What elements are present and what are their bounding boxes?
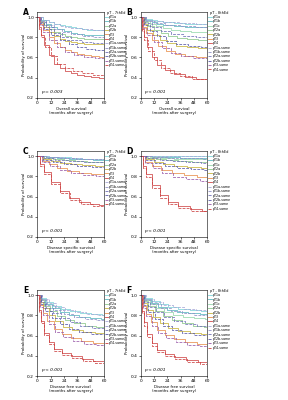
Text: C: C bbox=[23, 147, 29, 156]
Legend: pT1a, pT1b, pT1c, pT2a, pT2b, pT3, pT4, pT1a-same, pT1b-same, pT2a-same, pT2b-sa: pT1a, pT1b, pT1c, pT2a, pT2b, pT3, pT4, … bbox=[208, 10, 231, 72]
Text: F: F bbox=[126, 286, 131, 295]
X-axis label: Overall survival
(months after surgery): Overall survival (months after surgery) bbox=[49, 107, 93, 115]
Text: E: E bbox=[23, 286, 28, 295]
Y-axis label: Probability of survival: Probability of survival bbox=[125, 312, 129, 354]
Text: p < 0.001: p < 0.001 bbox=[144, 90, 166, 94]
Y-axis label: Probability of survival: Probability of survival bbox=[125, 34, 129, 76]
Text: p < 0.001: p < 0.001 bbox=[41, 229, 62, 233]
Legend: pT1a, pT1b, pT2a, pT2b, pT3, pT4, pT1a-same, pT1b-same, pT2a-same, pT2b-same, pT: pT1a, pT1b, pT2a, pT2b, pT3, pT4, pT1a-s… bbox=[105, 288, 128, 346]
Y-axis label: Probability of survival: Probability of survival bbox=[22, 312, 26, 354]
X-axis label: Disease specific survival
(months after surgery): Disease specific survival (months after … bbox=[47, 246, 95, 254]
Y-axis label: Probability of survival: Probability of survival bbox=[125, 173, 129, 215]
X-axis label: Overall survival
(months after surgery): Overall survival (months after surgery) bbox=[152, 107, 196, 115]
X-axis label: Disease free survival
(months after surgery): Disease free survival (months after surg… bbox=[152, 385, 196, 394]
Text: D: D bbox=[126, 147, 132, 156]
Y-axis label: Probability of survival: Probability of survival bbox=[22, 173, 26, 215]
Legend: pT1a, pT1b, pT2a, pT2b, pT3, pT4, pT1a-same, pT1b-same, pT2a-same, pT2b-same, pT: pT1a, pT1b, pT2a, pT2b, pT3, pT4, pT1a-s… bbox=[105, 10, 128, 68]
Legend: pT1a, pT1b, pT1c, pT2a, pT2b, pT3, pT4, pT1a-same, pT1b-same, pT2a-same, pT2b-sa: pT1a, pT1b, pT1c, pT2a, pT2b, pT3, pT4, … bbox=[208, 149, 231, 211]
Text: p = 0.003: p = 0.003 bbox=[41, 90, 62, 94]
Text: A: A bbox=[23, 8, 29, 17]
Text: B: B bbox=[126, 8, 132, 17]
Text: p < 0.001: p < 0.001 bbox=[144, 229, 166, 233]
Text: p < 0.001: p < 0.001 bbox=[41, 368, 62, 372]
X-axis label: Disease specific survival
(months after surgery): Disease specific survival (months after … bbox=[150, 246, 198, 254]
Text: p < 0.001: p < 0.001 bbox=[144, 368, 166, 372]
Legend: pT1a, pT1b, pT1c, pT2a, pT2b, pT3, pT4, pT1a-same, pT1b-same, pT2a-same, pT2b-sa: pT1a, pT1b, pT1c, pT2a, pT2b, pT3, pT4, … bbox=[208, 288, 231, 350]
X-axis label: Disease free survival
(months after surgery): Disease free survival (months after surg… bbox=[49, 385, 93, 394]
Y-axis label: Probability of survival: Probability of survival bbox=[22, 34, 26, 76]
Legend: pT1a, pT1b, pT2a, pT2b, pT3, pT4, pT1a-same, pT1b-same, pT2a-same, pT2b-same, pT: pT1a, pT1b, pT2a, pT2b, pT3, pT4, pT1a-s… bbox=[105, 149, 128, 206]
